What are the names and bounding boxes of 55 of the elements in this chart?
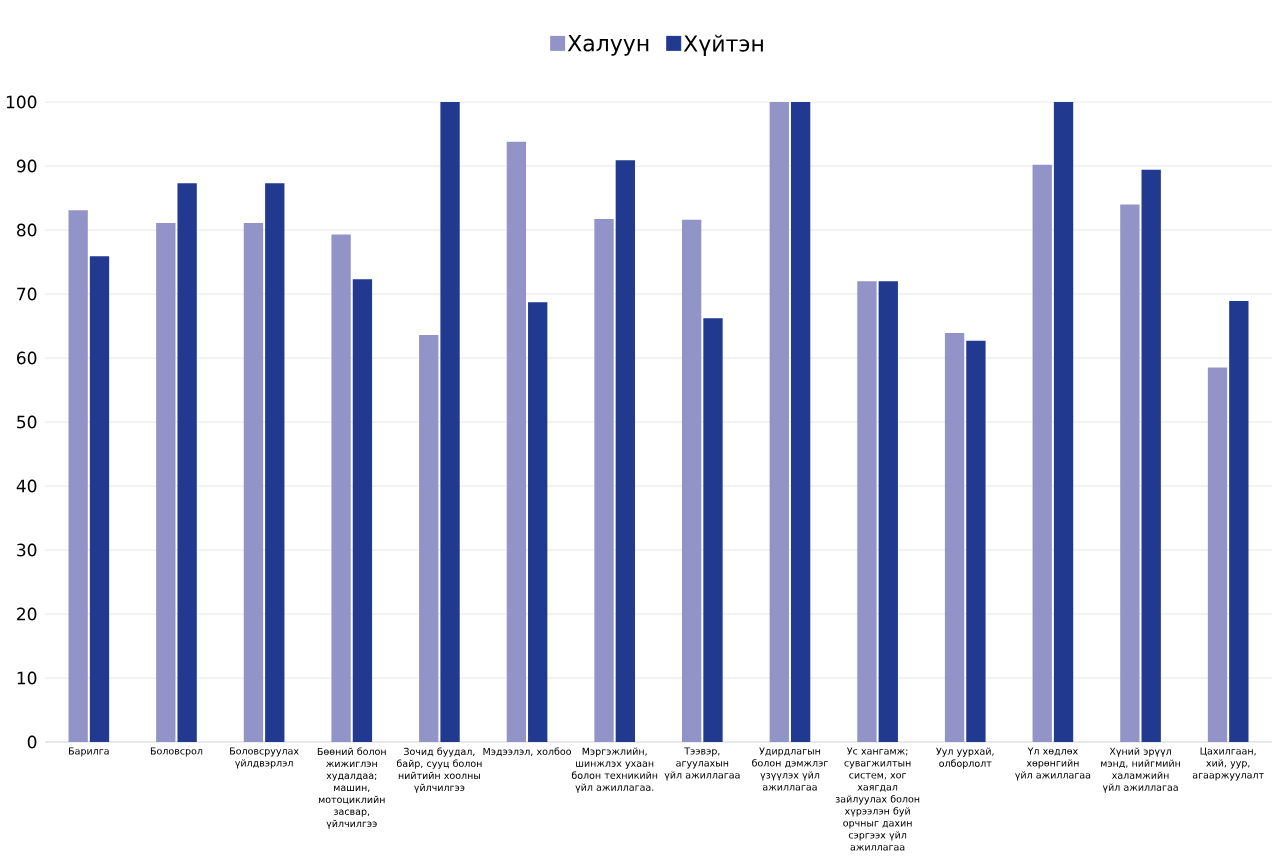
x-tick-label: Мэргэжлийн, шинжлэх ухаан болон техникийн үйл ажиллагаа. <box>571 747 658 793</box>
bar <box>440 101 460 742</box>
bar <box>89 256 110 742</box>
y-tick-label: 30 <box>17 543 37 557</box>
bar <box>68 210 88 742</box>
y-tick-label: 10 <box>17 671 37 685</box>
y-tick-label: 100 <box>6 95 37 109</box>
bar <box>1120 204 1140 742</box>
x-tick-label: Үл хөдлөх хөрөнгийн үйл ажиллагаа <box>1015 747 1091 781</box>
x-tick-label: Хүний эрүүл мэнд, нийгмийн халамжийн үйл ажиллагаа <box>1101 747 1180 793</box>
y-tick-label: 50 <box>17 415 37 429</box>
legend-label: Хүйтэн <box>683 34 763 57</box>
bar <box>966 340 986 742</box>
bar <box>1141 169 1161 742</box>
bar <box>1053 101 1074 742</box>
x-tick-label: Зочид буудал, байр, сууц болон нийтийн хоолны үйлчилгээ <box>396 747 482 793</box>
y-tick-label: 0 <box>27 735 37 749</box>
bar <box>594 219 614 742</box>
bar <box>878 281 898 742</box>
x-tick-label: Боловсруулах үйлдвэрлэл <box>230 747 299 769</box>
bar <box>681 219 702 742</box>
x-tick-label: Барилга <box>69 747 109 757</box>
bar <box>177 183 197 742</box>
bar <box>156 222 176 742</box>
bar <box>265 183 285 742</box>
bar <box>352 279 373 742</box>
bar <box>769 101 789 742</box>
bar <box>506 141 527 742</box>
bar <box>857 281 877 742</box>
bar <box>1229 301 1249 742</box>
x-tick-label: Тээвэр, агуулахын үйл ажиллагаа <box>664 747 740 781</box>
bar <box>419 334 439 742</box>
y-tick-label: 60 <box>17 351 37 365</box>
legend-label: Халуун <box>567 35 649 56</box>
x-tick-label: Удирдлагын болон дэмжлэг үзүүлэх үйл ажиллагаа <box>752 747 828 791</box>
x-tick-label: Боловсрол <box>150 747 203 757</box>
bar <box>944 333 965 742</box>
bar <box>703 318 723 742</box>
x-tick-label: Мэдээлэл, холбоо <box>483 747 571 757</box>
bar <box>790 101 811 742</box>
y-tick-label: 90 <box>16 159 37 173</box>
bar <box>1032 164 1052 742</box>
y-tick-label: 20 <box>17 607 37 621</box>
bar <box>243 222 264 742</box>
bar <box>615 160 636 742</box>
y-tick-label: 80 <box>17 223 37 237</box>
category-label: Ус хангамж; сувагжилтын систем, хог хаягдал зайлуулах болон хүрээлэн буй орчныг дахин сэргээх үйл ажиллагаа <box>835 747 920 851</box>
bar <box>331 234 351 742</box>
y-tick-label: 40 <box>16 479 37 493</box>
x-tick-label: Бөөний болон жижиглэн худалдаа; машин, мотоциклийн засвар, үйлчилгээ <box>317 747 386 829</box>
x-tick-label: Уул уурхай, олборлолт <box>936 747 994 769</box>
bar <box>1207 367 1228 742</box>
y-tick-label: 70 <box>17 287 37 301</box>
x-tick-label: Цахилгаан, хий, уур, агааржуулалт <box>1192 747 1264 781</box>
bar <box>528 302 548 742</box>
